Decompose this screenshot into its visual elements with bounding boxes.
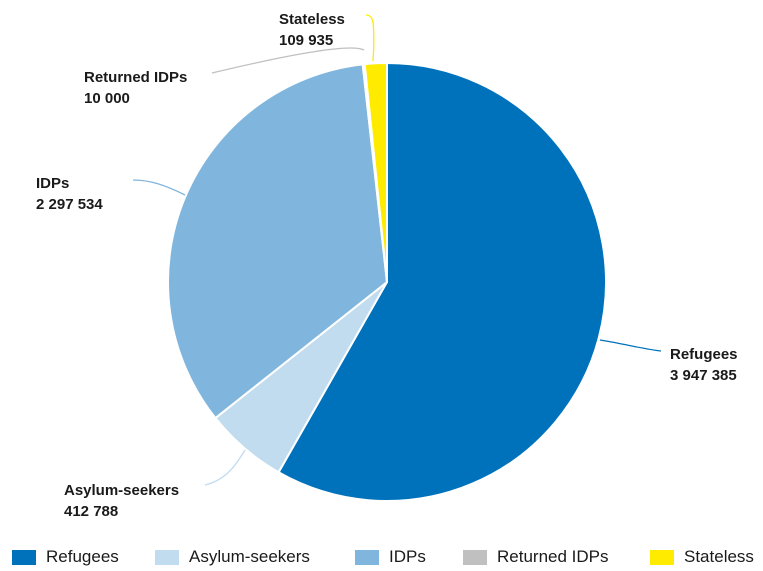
legend-swatch-idps: [355, 549, 379, 565]
leader-lines: [132, 14, 662, 486]
legend-item-returned-idps: Returned IDPs: [463, 544, 609, 570]
pie-slice-idps: [167, 63, 388, 420]
slice-label-idps: IDPs: [36, 175, 69, 192]
legend-item-idps: IDPs: [355, 544, 426, 570]
leader-line-refugees: [599, 339, 662, 352]
slice-label-returned-idps: Returned IDPs: [84, 69, 187, 86]
legend-swatch-stateless: [650, 549, 674, 565]
slice-labels: Refugees 3 947 385 Asylum-seekers 412 788 ID…: [36, 11, 738, 520]
slice-label-refugees: Refugees: [670, 346, 738, 363]
legend-swatch-refugees: [12, 549, 36, 565]
slice-value-idps: 2 297 534: [36, 196, 103, 213]
leader-line-stateless: [365, 14, 375, 62]
pie-slice-refugees: [277, 62, 607, 502]
legend-label-idps: IDPs: [389, 547, 426, 566]
slice-value-refugees: 3 947 385: [670, 367, 737, 384]
legend-label-asylum-seekers: Asylum-seekers: [189, 547, 310, 566]
legend-swatch-asylum-seekers: [155, 549, 179, 565]
pie-slice-stateless: [363, 62, 388, 283]
slice-label-asylum-seekers: Asylum-seekers: [64, 482, 179, 499]
legend-label-stateless: Stateless: [684, 547, 754, 566]
legend-item-asylum-seekers: Asylum-seekers: [155, 544, 310, 570]
legend: Refugees Asylum-seekers IDPs Returned ID…: [0, 544, 763, 570]
pie-slices: [167, 62, 607, 502]
leader-line-asylum-seekers: [204, 449, 246, 486]
legend-label-returned-idps: Returned IDPs: [497, 547, 609, 566]
legend-item-refugees: Refugees: [12, 544, 119, 570]
legend-swatch-returned-idps: [463, 549, 487, 565]
legend-item-stateless: Stateless: [650, 544, 754, 570]
legend-label-refugees: Refugees: [46, 547, 119, 566]
leader-line-idps: [132, 179, 186, 196]
slice-label-stateless: Stateless: [279, 11, 345, 28]
slice-value-returned-idps: 10 000: [84, 90, 130, 107]
leader-line-returned-idps: [211, 47, 365, 74]
slice-value-asylum-seekers: 412 788: [64, 503, 118, 520]
slice-value-stateless: 109 935: [279, 32, 333, 49]
